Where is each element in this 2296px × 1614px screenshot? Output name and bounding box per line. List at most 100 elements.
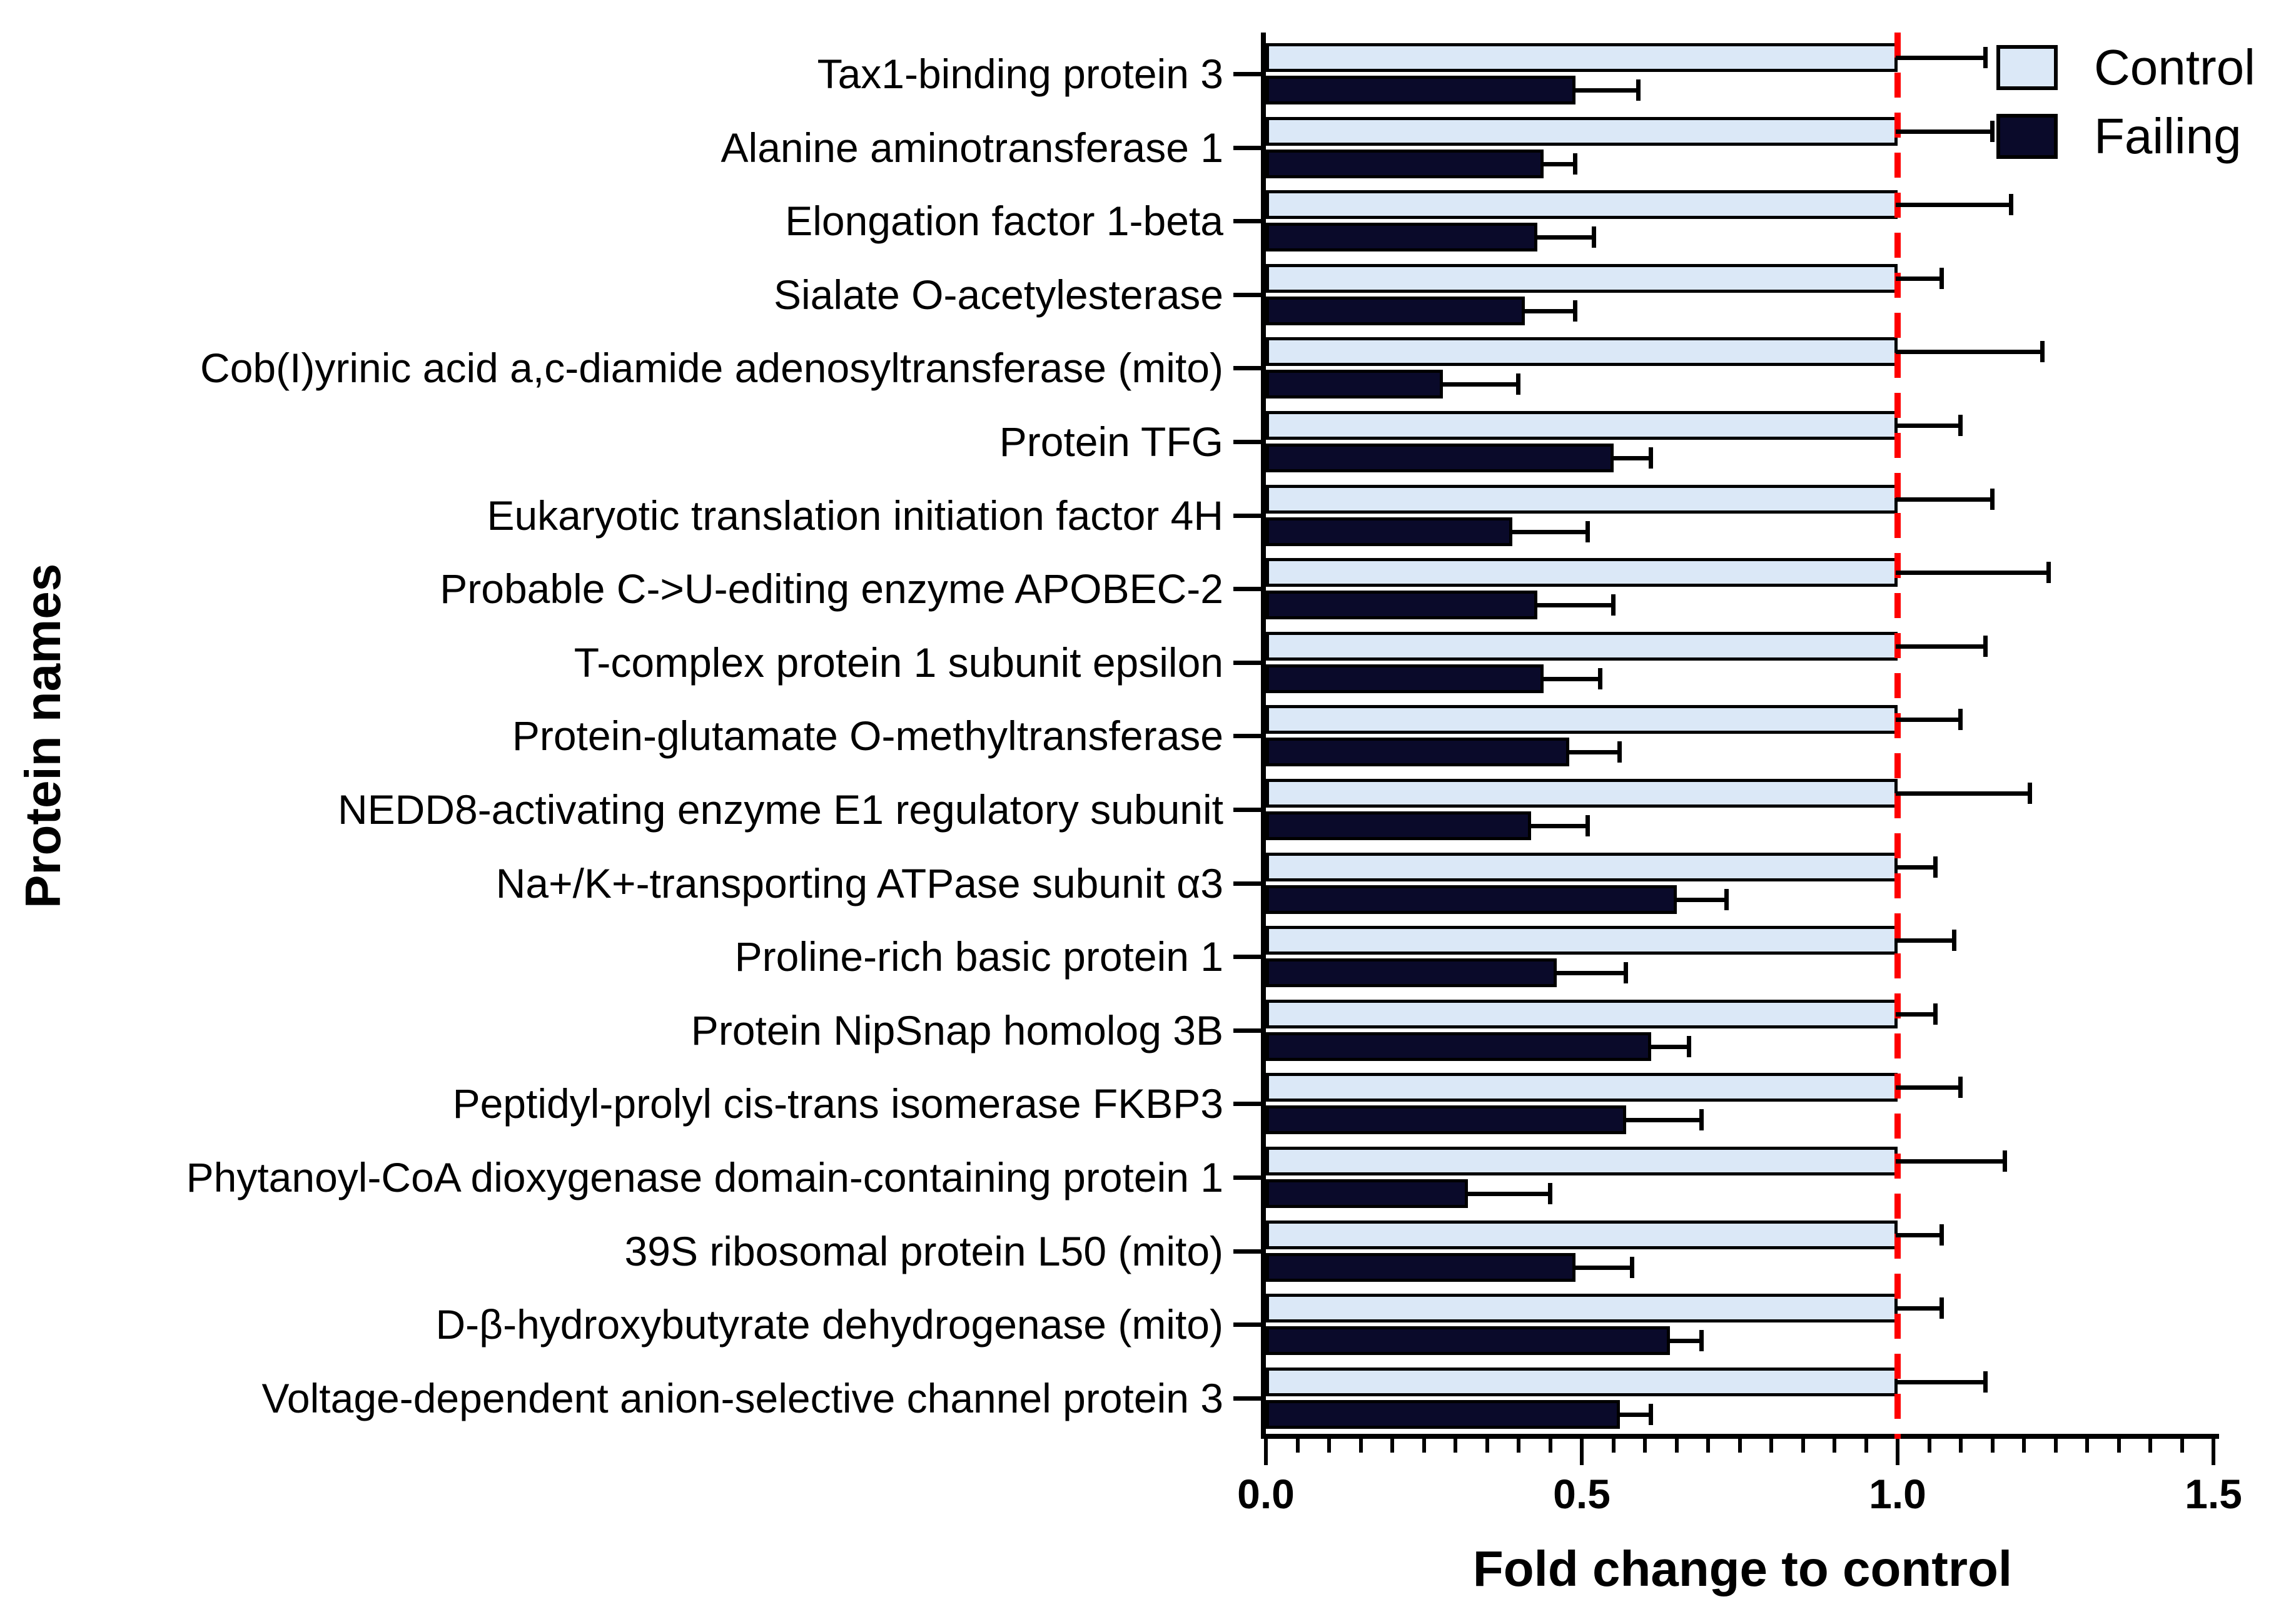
failing-error-bar [1542,161,1575,166]
control-error-cap [1933,1003,1938,1025]
control-bar [1266,263,1898,293]
x-axis-minor-tick [1548,1436,1552,1453]
failing-error-bar [1535,235,1595,240]
failing-error-bar [1567,750,1620,755]
control-bar [1266,926,1898,955]
failing-bar [1266,591,1538,620]
category-label: Na+/K+-transporting ATPase subunit α3 [495,860,1223,906]
legend-control-label: Control [2094,39,2255,95]
control-error-bar [1896,718,1961,723]
failing-error-bar [1649,1044,1689,1049]
category-label: T-complex protein 1 subunit epsilon [574,639,1223,686]
y-axis-tick [1233,1249,1266,1254]
x-axis-minor-tick [1706,1436,1710,1453]
x-axis-minor-tick [1390,1436,1394,1453]
failing-error-bar [1529,824,1589,828]
failing-bar [1266,1252,1575,1282]
failing-bar [1266,811,1532,840]
failing-error-cap [1516,373,1520,395]
control-error-cap [1983,47,1988,68]
y-axis-tick [1233,1175,1266,1180]
y-axis-tick [1233,219,1266,224]
x-axis-minor-tick [1485,1436,1489,1453]
x-axis-minor-tick [1454,1436,1457,1453]
reference-line [1894,33,1901,1439]
y-axis-tick [1233,1028,1266,1033]
failing-error-cap [1598,667,1603,689]
category-label: Probable C->U-editing enzyme APOBEC-2 [440,566,1223,612]
failing-error-bar [1440,382,1519,387]
category-label: Protein TFG [999,419,1223,465]
failing-bar [1266,517,1512,546]
failing-error-cap [1686,1035,1691,1057]
control-error-bar [1896,1159,2005,1164]
y-axis-tick [1233,366,1266,371]
x-tick-label: 0.5 [1553,1471,1611,1517]
control-bar [1266,1220,1898,1249]
x-axis-minor-tick [2116,1436,2121,1453]
x-axis-minor-tick [1611,1436,1616,1453]
control-bar [1266,190,1898,220]
x-axis-title: Fold change to control [1472,1541,2013,1596]
x-axis-major-tick [1580,1436,1584,1465]
failing-bar [1266,738,1569,767]
x-axis-minor-tick [1674,1436,1679,1453]
failing-error-cap [1649,1403,1654,1425]
x-tick-label: 1.0 [1869,1471,1926,1517]
y-axis-tick [1233,955,1266,960]
control-error-cap [1939,267,1944,289]
control-error-bar [1896,1306,1942,1311]
control-bar [1266,705,1898,734]
control-error-cap [1958,709,1963,731]
control-bar [1266,43,1898,72]
failing-bar [1266,296,1525,325]
control-bar [1266,411,1898,440]
control-bar [1266,116,1898,146]
failing-error-bar [1668,1339,1702,1344]
control-error-bar [1896,644,1986,649]
failing-error-bar [1554,971,1626,976]
control-error-bar [1896,1012,1936,1017]
category-label: Proline-rich basic protein 1 [734,933,1223,980]
failing-error-bar [1466,1192,1550,1196]
y-axis-tick [1233,660,1266,665]
failing-error-cap [1623,962,1628,984]
failing-bar [1266,664,1544,693]
failing-error-cap [1572,153,1577,175]
failing-error-bar [1535,603,1614,608]
failing-bar [1266,149,1544,178]
failing-bar [1266,76,1575,104]
x-axis-minor-tick [1833,1436,1836,1453]
control-error-cap [1939,1297,1944,1319]
x-axis-minor-tick [1295,1436,1300,1453]
category-label: Elongation factor 1-beta [785,198,1223,245]
control-error-cap [2002,1150,2007,1172]
control-error-cap [1983,1371,1988,1393]
control-error-bar [1896,791,2031,796]
failing-error-cap [1592,226,1597,248]
category-label: Sialate O-acetylesterase [773,271,1223,318]
failing-error-bar [1624,1118,1702,1123]
control-bar [1266,779,1898,808]
failing-error-bar [1573,88,1639,93]
control-bar [1266,1367,1898,1396]
control-error-cap [1983,635,1988,657]
x-axis-minor-tick [1959,1436,1963,1453]
control-bar [1266,1147,1898,1175]
legend-failing-swatch [1996,114,2058,159]
category-label: Alanine aminotransferase 1 [721,124,1223,171]
x-axis-minor-tick [1927,1436,1931,1453]
x-axis-minor-tick [2085,1436,2089,1453]
control-error-bar [1896,276,1942,281]
x-axis-minor-tick [1517,1436,1520,1453]
y-axis-tick [1233,1102,1266,1107]
category-label: Protein-glutamate O-methyltransferase [512,713,1223,759]
failing-error-cap [1649,447,1654,469]
failing-error-bar [1542,676,1601,681]
control-error-bar [1896,571,2050,576]
legend-failing-label: Failing [2094,108,2242,164]
category-label: Tax1-binding protein 3 [817,51,1223,97]
failing-error-bar [1674,897,1727,902]
x-axis-minor-tick [2022,1436,2026,1453]
